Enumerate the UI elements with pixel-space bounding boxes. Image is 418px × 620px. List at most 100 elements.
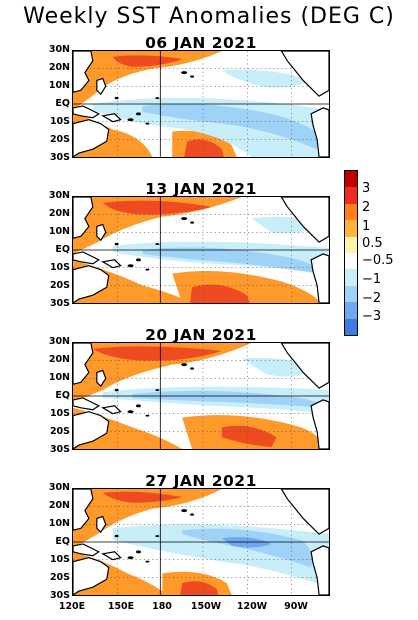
landmass xyxy=(280,197,329,243)
landmass xyxy=(101,405,122,415)
island xyxy=(114,242,119,246)
latitude-label: 20N xyxy=(48,208,70,219)
island xyxy=(190,75,195,78)
longitude-label: 90W xyxy=(284,601,308,612)
island xyxy=(155,97,160,100)
latitude-label: 20S xyxy=(49,426,70,437)
sst-anomaly-map xyxy=(72,342,330,450)
landmass xyxy=(73,251,100,265)
landmass xyxy=(73,51,94,93)
island xyxy=(114,534,119,538)
island xyxy=(127,118,134,122)
cool-anomaly-region xyxy=(221,69,312,88)
colorbar-label: −2 xyxy=(362,291,382,306)
panel-date-title: 20 JAN 2021 xyxy=(145,326,257,344)
latitude-label: 10S xyxy=(49,554,70,565)
latitude-label: 10N xyxy=(48,80,70,91)
landmass xyxy=(310,399,329,449)
warm-anomaly-region xyxy=(190,284,250,303)
island xyxy=(155,389,160,392)
landmass xyxy=(280,51,329,97)
sst-anomaly-map xyxy=(72,50,330,158)
warm-anomaly-region xyxy=(102,491,183,503)
landmass xyxy=(101,551,122,561)
sst-field xyxy=(73,489,329,595)
latitude-label: 20S xyxy=(49,572,70,583)
island xyxy=(114,96,119,100)
colorbar xyxy=(344,170,358,336)
colorbar-label: 3 xyxy=(362,181,371,196)
landmass xyxy=(96,369,107,388)
longitude-label: 180 xyxy=(152,601,172,612)
latitude-label: 30N xyxy=(48,44,70,55)
latitude-label: EQ xyxy=(55,536,70,547)
island xyxy=(190,513,195,516)
island xyxy=(136,550,141,554)
island xyxy=(190,367,195,370)
landmass xyxy=(73,343,94,385)
latitude-label: 30N xyxy=(48,190,70,201)
warm-anomaly-region xyxy=(73,197,242,254)
landmass xyxy=(96,223,107,242)
warm-anomaly-region xyxy=(92,346,222,361)
landmass xyxy=(280,489,329,535)
sst-anomaly-map xyxy=(72,196,330,304)
colorbar-segment xyxy=(345,171,357,188)
landmass xyxy=(73,119,110,157)
latitude-label: 10N xyxy=(48,518,70,529)
colorbar-label: 2 xyxy=(362,200,371,215)
landmass xyxy=(73,543,100,557)
latitude-label: 20N xyxy=(48,500,70,511)
colorbar-segment xyxy=(345,187,357,205)
cool-anomaly-region xyxy=(182,528,313,568)
landmass xyxy=(101,113,122,123)
warm-anomaly-region xyxy=(184,139,224,157)
sst-field xyxy=(73,197,329,303)
figure-title: Weekly SST Anomalies (DEG C) xyxy=(23,4,395,29)
island xyxy=(181,509,188,513)
landmass xyxy=(73,265,110,303)
warm-anomaly-region xyxy=(73,489,222,548)
landmass xyxy=(280,343,329,389)
latitude-label: 30S xyxy=(49,298,70,309)
island xyxy=(145,414,150,417)
latitude-label: 30S xyxy=(49,590,70,601)
island xyxy=(136,112,141,116)
warm-anomaly-region xyxy=(112,55,183,67)
island xyxy=(145,122,150,125)
colorbar-label: 1 xyxy=(362,219,371,234)
landmass xyxy=(310,253,329,303)
landmass xyxy=(73,197,94,239)
warm-anomaly-region xyxy=(102,200,212,215)
island xyxy=(127,410,134,414)
latitude-label: 10N xyxy=(48,372,70,383)
colorbar-label: 0.5 xyxy=(362,236,383,251)
colorbar-label: −3 xyxy=(362,309,382,324)
latitude-label: 10S xyxy=(49,262,70,273)
latitude-label: EQ xyxy=(55,390,70,401)
longitude-label: 150E xyxy=(107,601,135,612)
colorbar-label: −0.5 xyxy=(362,253,394,268)
warm-anomaly-region xyxy=(180,581,218,595)
colorbar-segment xyxy=(345,285,357,303)
island xyxy=(155,535,160,538)
latitude-label: 30N xyxy=(48,336,70,347)
latitude-label: 20S xyxy=(49,280,70,291)
cool-anomaly-region xyxy=(142,247,322,274)
landmass xyxy=(73,105,100,119)
latitude-label: EQ xyxy=(55,98,70,109)
latitude-label: 20N xyxy=(48,62,70,73)
cool-anomaly-region xyxy=(142,104,322,150)
cool-anomaly-region xyxy=(132,390,327,408)
colorbar-segment xyxy=(345,269,357,287)
island xyxy=(127,264,134,268)
warm-anomaly-region xyxy=(221,425,277,448)
island xyxy=(114,388,119,392)
colorbar-label: −1 xyxy=(362,272,382,287)
island xyxy=(145,560,150,563)
island xyxy=(136,258,141,262)
colorbar-segment xyxy=(345,253,357,270)
longitude-label: 150W xyxy=(190,601,222,612)
island xyxy=(127,556,134,560)
island xyxy=(181,363,188,367)
